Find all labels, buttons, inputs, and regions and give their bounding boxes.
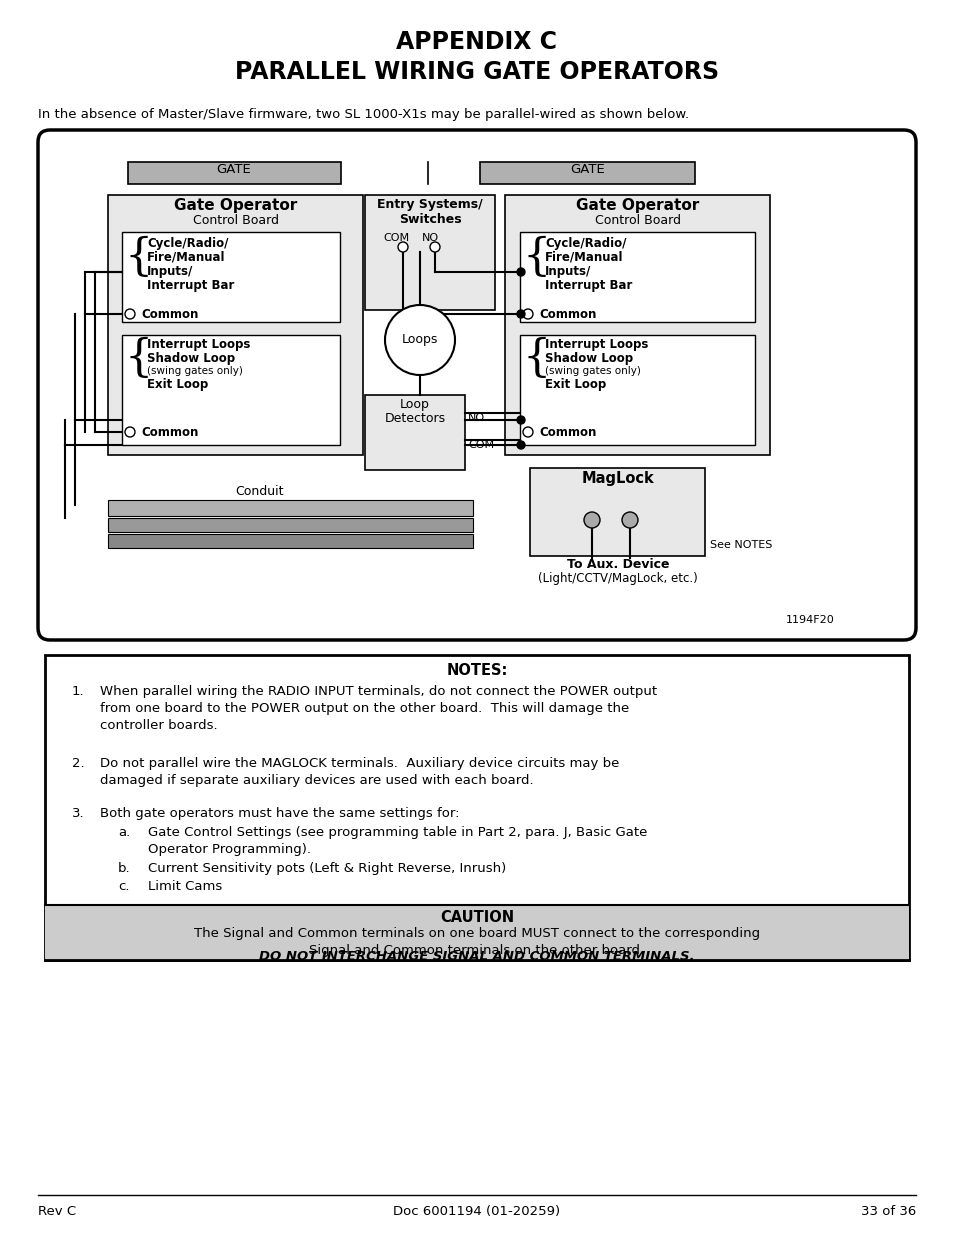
Circle shape [125, 427, 135, 437]
Text: APPENDIX C: APPENDIX C [396, 30, 557, 54]
Bar [122, 232, 339, 322]
Text: {: { [522, 236, 551, 279]
Text: {: { [125, 337, 153, 380]
Text: CAUTION: CAUTION [439, 910, 514, 925]
Text: {: { [125, 236, 153, 279]
Text: NOTES:: NOTES: [446, 663, 507, 678]
Bar [45, 655, 908, 960]
Circle shape [517, 416, 524, 424]
Circle shape [522, 309, 533, 319]
FancyBboxPatch shape [38, 130, 915, 640]
Text: GATE: GATE [570, 163, 605, 177]
Text: Interrupt Bar: Interrupt Bar [544, 279, 632, 291]
Circle shape [522, 427, 533, 437]
Text: Interrupt Loops: Interrupt Loops [544, 338, 648, 351]
Circle shape [517, 268, 524, 275]
Bar [519, 335, 754, 445]
Circle shape [583, 513, 599, 529]
Text: Doc 6001194 (01-20259): Doc 6001194 (01-20259) [393, 1205, 560, 1218]
Circle shape [397, 242, 408, 252]
Circle shape [385, 305, 455, 375]
Bar [530, 468, 704, 556]
Circle shape [621, 513, 638, 529]
Text: 3.: 3. [71, 806, 85, 820]
Bar [108, 195, 363, 454]
Bar [479, 162, 695, 184]
Bar [122, 335, 339, 445]
Text: Do not parallel wire the MAGLOCK terminals.  Auxiliary device circuits may be
da: Do not parallel wire the MAGLOCK termina… [100, 757, 618, 787]
Text: Shadow Loop: Shadow Loop [147, 352, 234, 366]
Circle shape [517, 310, 524, 317]
Text: Exit Loop: Exit Loop [544, 378, 605, 391]
Text: Exit Loop: Exit Loop [147, 378, 208, 391]
Text: {: { [522, 337, 551, 380]
Text: COM: COM [468, 440, 494, 450]
Text: Common: Common [538, 308, 596, 321]
Circle shape [125, 309, 135, 319]
Text: In the absence of Master/Slave firmware, two SL 1000-X1s may be parallel-wired a: In the absence of Master/Slave firmware,… [38, 107, 688, 121]
Bar [365, 395, 464, 471]
Circle shape [430, 242, 439, 252]
Text: c.: c. [118, 881, 130, 893]
Bar [504, 195, 769, 454]
Text: 2.: 2. [71, 757, 85, 769]
Text: Common: Common [538, 426, 596, 438]
Text: Inputs/: Inputs/ [147, 266, 193, 278]
Text: b.: b. [118, 862, 131, 876]
Bar [45, 905, 908, 960]
Text: (swing gates only): (swing gates only) [147, 366, 243, 375]
Text: Conduit: Conduit [235, 485, 284, 498]
Text: a.: a. [118, 826, 131, 839]
Text: DO NOT INTERCHANGE SIGNAL AND COMMON TERMINALS.: DO NOT INTERCHANGE SIGNAL AND COMMON TER… [259, 950, 694, 963]
Text: Entry Systems/: Entry Systems/ [376, 198, 482, 211]
Text: Detectors: Detectors [384, 412, 445, 425]
Text: Current Sensitivity pots (Left & Right Reverse, Inrush): Current Sensitivity pots (Left & Right R… [148, 862, 506, 876]
Text: Common: Common [141, 308, 198, 321]
Text: Inputs/: Inputs/ [544, 266, 591, 278]
Text: Limit Cams: Limit Cams [148, 881, 222, 893]
Bar [365, 195, 495, 310]
Text: GATE: GATE [216, 163, 251, 177]
Text: Cycle/Radio/: Cycle/Radio/ [544, 237, 626, 249]
Text: 33 of 36: 33 of 36 [860, 1205, 915, 1218]
Bar [519, 232, 754, 322]
Text: COM: COM [382, 233, 409, 243]
Text: Shadow Loop: Shadow Loop [544, 352, 633, 366]
Text: PARALLEL WIRING GATE OPERATORS: PARALLEL WIRING GATE OPERATORS [234, 61, 719, 84]
Text: To Aux. Device: To Aux. Device [566, 558, 669, 571]
Text: Common: Common [141, 426, 198, 438]
Text: Switches: Switches [398, 212, 461, 226]
Text: NO: NO [468, 412, 485, 424]
Bar [108, 517, 473, 532]
Text: Fire/Manual: Fire/Manual [544, 251, 623, 264]
Text: Both gate operators must have the same settings for:: Both gate operators must have the same s… [100, 806, 459, 820]
Text: Gate Operator: Gate Operator [576, 198, 699, 212]
Text: When parallel wiring the RADIO INPUT terminals, do not connect the POWER output
: When parallel wiring the RADIO INPUT ter… [100, 685, 657, 732]
Text: The Signal and Common terminals on one board MUST connect to the corresponding
S: The Signal and Common terminals on one b… [193, 927, 760, 957]
Text: (Light/CCTV/MagLock, etc.): (Light/CCTV/MagLock, etc.) [537, 572, 698, 585]
Text: Interrupt Loops: Interrupt Loops [147, 338, 250, 351]
Text: 1194F20: 1194F20 [785, 615, 834, 625]
Text: See NOTES: See NOTES [709, 540, 772, 550]
Text: Fire/Manual: Fire/Manual [147, 251, 225, 264]
Bar [128, 162, 340, 184]
Text: Control Board: Control Board [595, 214, 680, 227]
Text: 1.: 1. [71, 685, 85, 698]
Text: Gate Control Settings (see programming table in Part 2, para. J, Basic Gate
Oper: Gate Control Settings (see programming t… [148, 826, 647, 856]
Circle shape [517, 441, 524, 450]
Text: Cycle/Radio/: Cycle/Radio/ [147, 237, 228, 249]
Text: Loop: Loop [399, 398, 430, 411]
Text: NO: NO [421, 233, 438, 243]
Bar [108, 534, 473, 548]
Text: Loops: Loops [401, 333, 437, 347]
Text: Control Board: Control Board [193, 214, 278, 227]
Text: Gate Operator: Gate Operator [174, 198, 297, 212]
Bar [108, 500, 473, 516]
Text: Interrupt Bar: Interrupt Bar [147, 279, 234, 291]
Text: (swing gates only): (swing gates only) [544, 366, 640, 375]
Text: Rev C: Rev C [38, 1205, 76, 1218]
Text: MagLock: MagLock [581, 471, 654, 487]
